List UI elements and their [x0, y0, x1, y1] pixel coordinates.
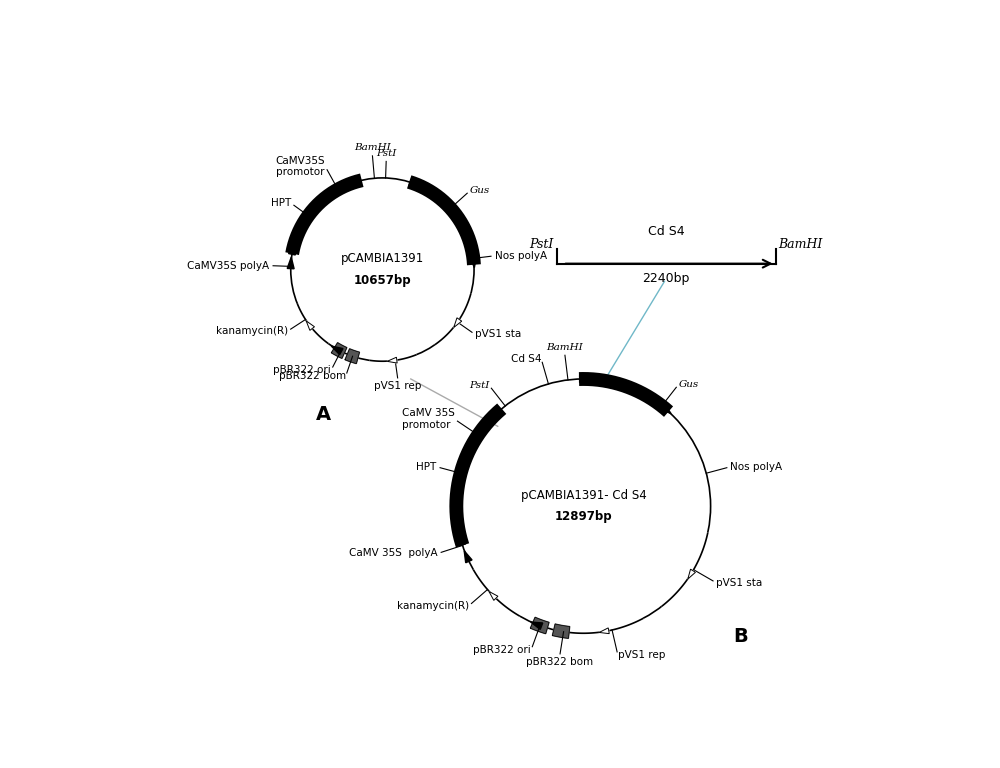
Polygon shape — [409, 179, 421, 186]
Text: Cd S4: Cd S4 — [511, 354, 541, 364]
Text: kanamycin(R): kanamycin(R) — [397, 601, 469, 611]
Polygon shape — [289, 243, 295, 255]
Text: BamHI: BamHI — [354, 144, 391, 152]
Polygon shape — [306, 321, 314, 330]
Text: kanamycin(R): kanamycin(R) — [216, 326, 288, 336]
Text: pVS1 sta: pVS1 sta — [716, 578, 762, 588]
Polygon shape — [489, 591, 498, 601]
Polygon shape — [464, 551, 472, 563]
Text: pVS1 sta: pVS1 sta — [475, 329, 521, 339]
Text: 10657bp: 10657bp — [354, 273, 411, 286]
Polygon shape — [688, 569, 695, 579]
Polygon shape — [387, 357, 397, 363]
Text: HPT: HPT — [271, 198, 291, 208]
Polygon shape — [531, 622, 543, 630]
Text: pVS1 rep: pVS1 rep — [618, 650, 665, 660]
Text: BamHI: BamHI — [779, 237, 823, 250]
Polygon shape — [660, 404, 671, 414]
Text: pBR322 ori: pBR322 ori — [273, 366, 331, 376]
Polygon shape — [454, 318, 462, 327]
Polygon shape — [306, 321, 314, 330]
Polygon shape — [530, 617, 549, 634]
Polygon shape — [580, 376, 591, 382]
Text: 2240bp: 2240bp — [643, 272, 690, 285]
Text: HPT: HPT — [416, 462, 437, 472]
Text: CaMV35S polyA: CaMV35S polyA — [187, 260, 270, 270]
Polygon shape — [599, 628, 609, 634]
Text: PstI: PstI — [469, 381, 489, 390]
Text: A: A — [316, 405, 331, 424]
Text: pVS1 rep: pVS1 rep — [374, 382, 422, 392]
Text: Gus: Gus — [678, 380, 699, 389]
Text: pBR322 ori: pBR322 ori — [473, 645, 531, 655]
Polygon shape — [345, 349, 359, 363]
Polygon shape — [470, 256, 477, 267]
Polygon shape — [459, 534, 466, 546]
Polygon shape — [287, 257, 294, 269]
Text: PstI: PstI — [530, 237, 554, 250]
Text: 12897bp: 12897bp — [555, 510, 612, 523]
Text: CaMV 35S  polyA: CaMV 35S polyA — [349, 548, 438, 558]
Polygon shape — [489, 591, 498, 601]
Text: CaMV 35S
promotor: CaMV 35S promotor — [402, 409, 455, 430]
Polygon shape — [688, 569, 695, 579]
Text: pBR322 bom: pBR322 bom — [526, 657, 593, 667]
Text: pCAMBIA1391: pCAMBIA1391 — [341, 253, 424, 266]
Polygon shape — [331, 343, 347, 359]
Text: Gus: Gus — [470, 187, 490, 195]
Text: pBR322 bom: pBR322 bom — [279, 372, 346, 382]
Text: BamHI: BamHI — [546, 343, 583, 352]
Polygon shape — [387, 357, 397, 363]
Polygon shape — [454, 318, 462, 327]
Text: PstI: PstI — [376, 149, 396, 158]
Polygon shape — [552, 624, 570, 638]
Text: Cd S4: Cd S4 — [648, 225, 685, 238]
Text: Nos polyA: Nos polyA — [730, 462, 782, 472]
Text: pCAMBIA1391- Cd S4: pCAMBIA1391- Cd S4 — [521, 489, 646, 502]
Polygon shape — [599, 628, 609, 634]
Text: B: B — [733, 627, 748, 646]
Polygon shape — [331, 346, 343, 355]
Text: Nos polyA: Nos polyA — [495, 251, 547, 261]
Text: CaMV35S
promotor: CaMV35S promotor — [276, 156, 325, 177]
